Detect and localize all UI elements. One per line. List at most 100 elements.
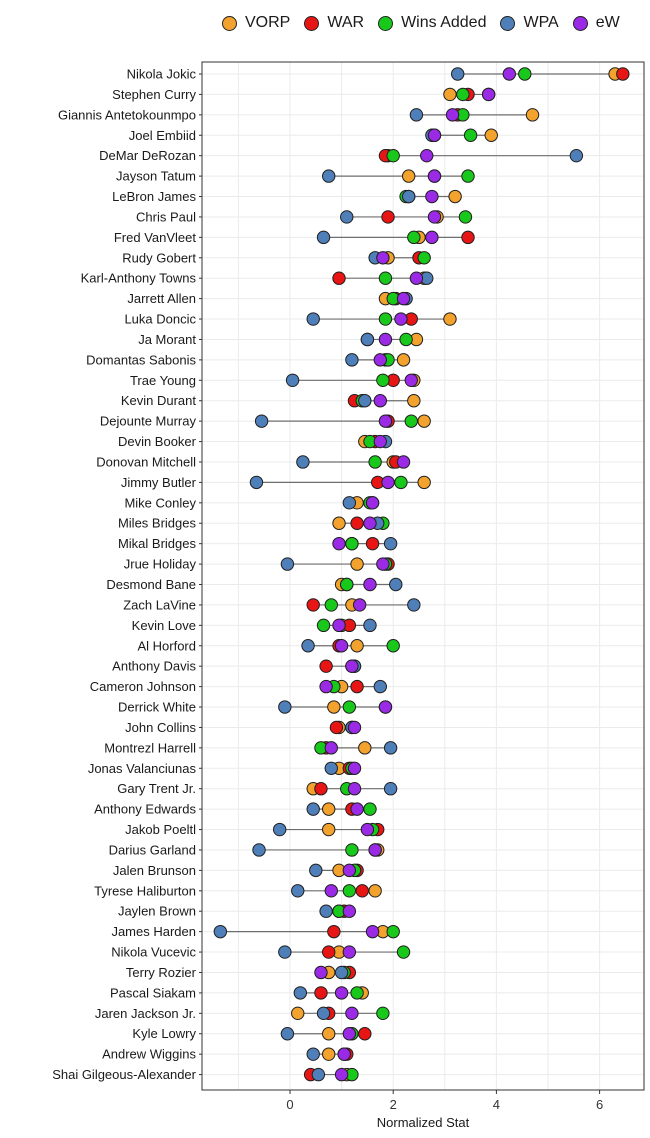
- point-ew: [373, 394, 387, 408]
- point-wpa: [401, 189, 416, 204]
- point-ew: [378, 700, 393, 714]
- point-ew: [368, 843, 382, 857]
- point-vorp: [417, 475, 431, 490]
- player-row: [249, 475, 431, 490]
- point-wins-added: [363, 802, 377, 816]
- point-wins-added: [399, 332, 413, 347]
- point-ew: [409, 271, 424, 285]
- player-row: [324, 761, 362, 775]
- point-ew: [425, 189, 439, 204]
- player-label: Jakob Poeltl: [125, 822, 196, 837]
- point-wins-added: [407, 230, 421, 245]
- point-ew: [427, 169, 442, 183]
- legend-label: VORP: [245, 14, 291, 31]
- point-wpa: [306, 312, 320, 326]
- point-ew: [347, 761, 362, 775]
- point-war: [355, 884, 369, 898]
- player-row: [293, 986, 369, 1000]
- player-label: Darius Garland: [109, 842, 196, 857]
- point-wins-added: [396, 945, 411, 959]
- point-wpa: [373, 679, 387, 694]
- legend-item: eW: [572, 14, 620, 32]
- player-row: [342, 496, 380, 510]
- point-wpa: [309, 863, 323, 878]
- point-ew: [404, 373, 418, 387]
- point-wins-added: [345, 536, 359, 551]
- player-row: [272, 822, 385, 837]
- point-ew: [360, 822, 375, 837]
- player-row: [314, 965, 357, 980]
- player-row: [443, 87, 496, 102]
- point-ew: [381, 475, 395, 490]
- gridlines: [202, 62, 644, 1090]
- player-row: [306, 598, 421, 612]
- point-wins-added: [518, 67, 532, 81]
- point-wpa: [278, 945, 292, 959]
- point-wpa: [383, 741, 398, 755]
- player-row: [278, 700, 393, 714]
- point-vorp: [417, 414, 431, 428]
- player-row: [451, 67, 630, 81]
- point-ew: [342, 945, 357, 959]
- point-vorp: [401, 169, 416, 183]
- player-row: [322, 169, 475, 183]
- point-wpa: [342, 496, 357, 510]
- point-vorp: [322, 802, 336, 816]
- player-row: [314, 741, 398, 755]
- point-war: [332, 271, 346, 285]
- point-ew: [345, 659, 359, 673]
- x-tick-label: 0: [286, 1097, 293, 1112]
- point-wins-added: [386, 148, 400, 163]
- point-wins-added: [417, 251, 431, 265]
- point-wpa: [345, 353, 359, 367]
- point-ew: [334, 1067, 349, 1082]
- point-ew: [363, 577, 377, 592]
- point-ew: [365, 496, 380, 510]
- player-row: [316, 230, 475, 245]
- player-row: [309, 863, 364, 878]
- point-war: [314, 782, 328, 796]
- player-label: Jaren Jackson Jr.: [95, 1006, 196, 1021]
- point-vorp: [525, 108, 540, 122]
- player-row: [301, 639, 400, 653]
- player-row: [280, 557, 395, 571]
- point-ew: [324, 884, 338, 898]
- player-row: [254, 414, 431, 428]
- point-vorp: [368, 884, 382, 898]
- player-label: Cameron Johnson: [90, 679, 196, 694]
- player-label: Mikal Bridges: [118, 536, 197, 551]
- point-wpa: [316, 230, 331, 245]
- legend-swatch: [222, 15, 237, 31]
- player-label: LeBron James: [112, 189, 196, 204]
- point-war: [350, 679, 364, 694]
- point-ew: [347, 782, 362, 796]
- legend-item: Wins Added: [378, 14, 486, 32]
- point-wins-added: [394, 475, 408, 490]
- point-wpa: [322, 169, 336, 183]
- player-label: Luka Doncic: [124, 312, 196, 327]
- player-label: Devin Booker: [118, 434, 197, 449]
- point-wins-added: [378, 312, 393, 326]
- point-wpa: [254, 414, 269, 428]
- point-vorp: [407, 394, 421, 408]
- player-label: Dejounte Murray: [100, 414, 197, 429]
- point-vorp: [291, 1006, 305, 1021]
- point-wpa: [340, 210, 354, 224]
- point-ew: [502, 67, 516, 81]
- point-ew: [324, 741, 338, 755]
- legend: VORP WAR Wins Added WPA eW: [222, 14, 634, 32]
- player-label: Jalen Brunson: [113, 863, 196, 878]
- point-ew: [352, 598, 367, 612]
- legend-item: WAR: [304, 14, 364, 32]
- point-wpa: [296, 455, 310, 469]
- point-war: [327, 924, 341, 939]
- point-ew: [427, 128, 442, 142]
- point-ew: [347, 720, 362, 735]
- point-wpa: [389, 577, 403, 592]
- point-wpa: [407, 598, 421, 612]
- player-label: Nikola Jokic: [127, 67, 197, 82]
- point-wpa: [409, 108, 424, 122]
- legend-label: eW: [595, 14, 620, 31]
- player-row: [306, 802, 377, 816]
- player-label: John Collins: [125, 720, 196, 735]
